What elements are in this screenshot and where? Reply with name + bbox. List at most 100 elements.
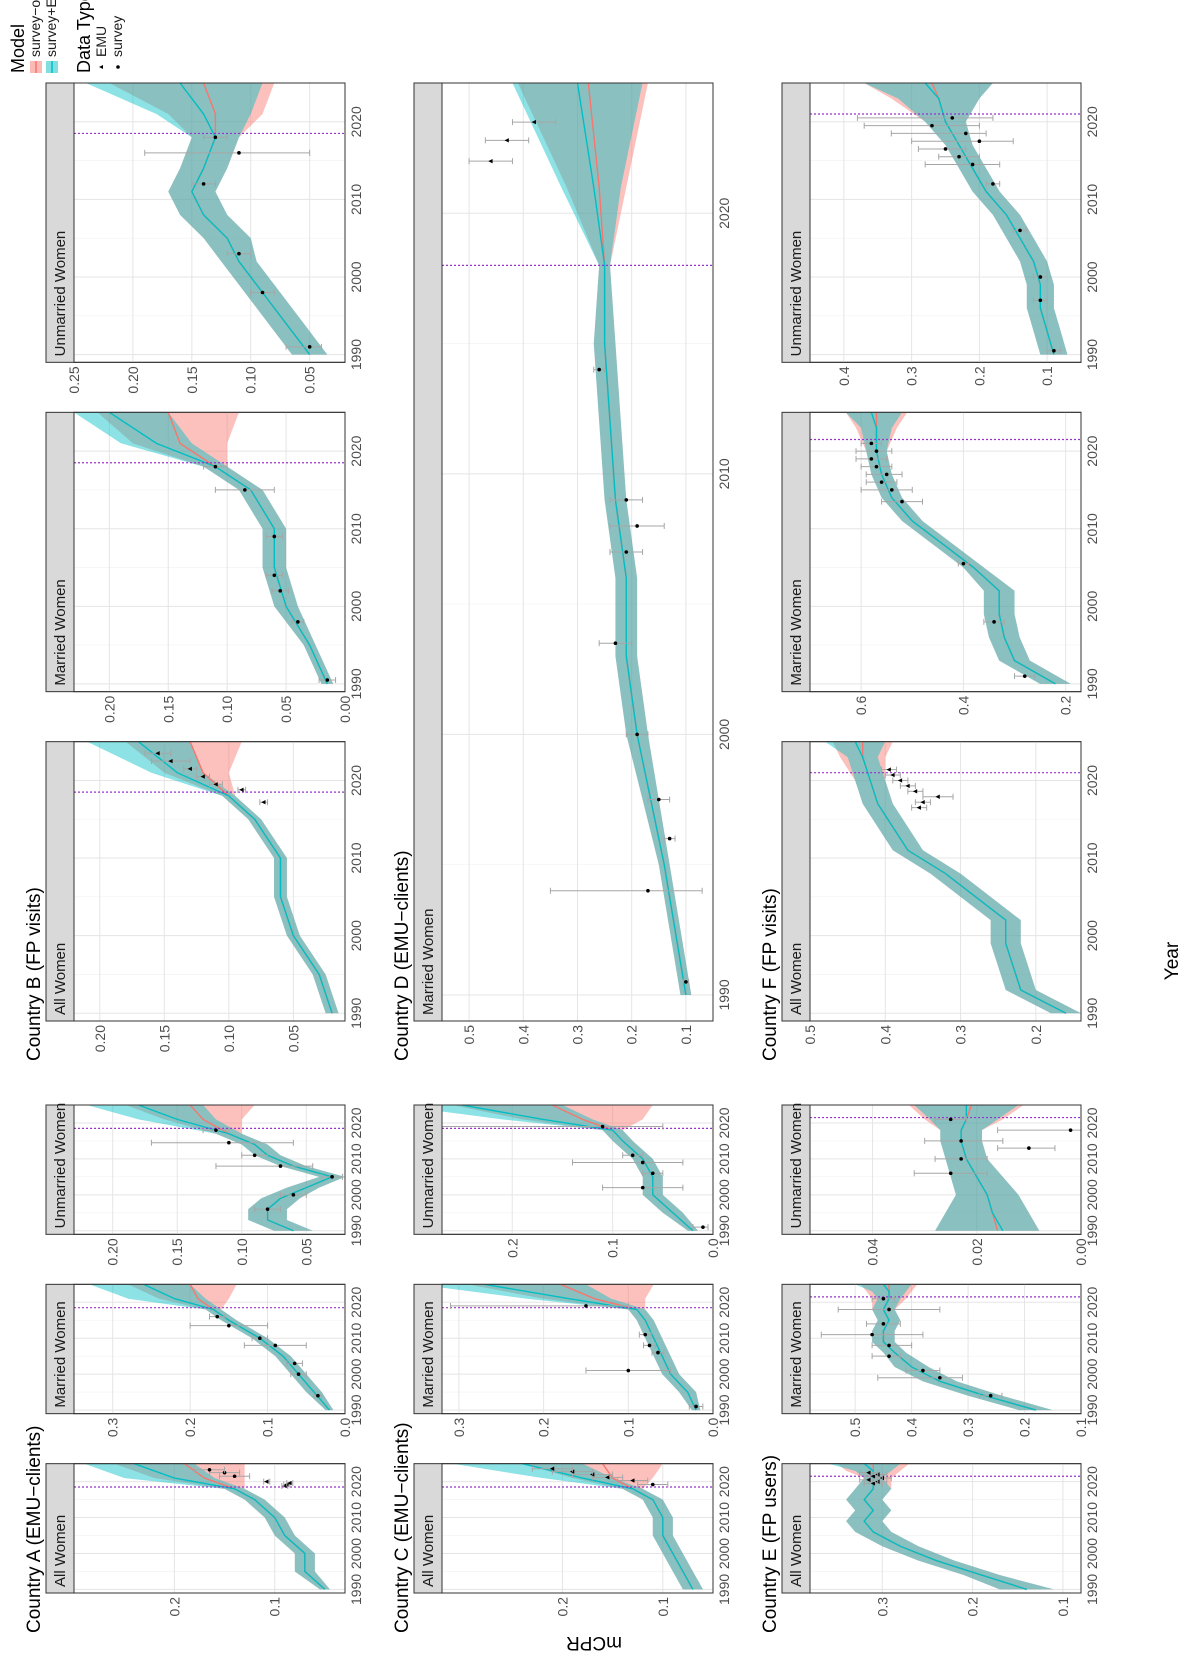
panel-content bbox=[74, 83, 345, 355]
survey-only-band bbox=[125, 1105, 345, 1231]
y-tick-label: 0.5 bbox=[847, 1417, 863, 1437]
y-tick-label: 0.2 bbox=[554, 1597, 570, 1617]
y-tick-label: 0.1 bbox=[267, 1597, 283, 1617]
survey-only-band bbox=[125, 741, 339, 1014]
x-tick-label: 1990 bbox=[716, 1215, 732, 1246]
y-tick-label: 0.04 bbox=[865, 1238, 881, 1265]
y-tick-label: 0.3 bbox=[904, 366, 920, 386]
y-tick-label: 0.20 bbox=[92, 1025, 108, 1052]
panel-border bbox=[809, 411, 1082, 693]
x-tick-label: 2010 bbox=[348, 1322, 364, 1353]
observation-emu-point bbox=[504, 138, 509, 143]
x-tick-label: 1990 bbox=[1084, 997, 1100, 1028]
observation-survey-point bbox=[626, 1368, 631, 1373]
observation-survey-point bbox=[959, 1157, 963, 1161]
legend-datatype-title: Data Type bbox=[74, 0, 94, 73]
x-tick-label: 2020 bbox=[1084, 1107, 1100, 1138]
y-tick-label: 0.05 bbox=[285, 1025, 301, 1052]
country-block: Country F (FP visits) All Women 1990 2000 20… bbox=[760, 82, 1100, 1061]
y-tick-label: 0.2 bbox=[624, 1025, 640, 1045]
survey-emu-band bbox=[914, 1105, 1040, 1231]
x-tick-label: 2020 bbox=[348, 1107, 364, 1138]
observation-survey-point bbox=[869, 457, 874, 461]
facet-panel: Married Women 1990 2000 2010 2020 0.0 0.1 0.2 0.… bbox=[413, 1283, 732, 1437]
survey-emu-median-line bbox=[484, 1284, 697, 1411]
observation-survey-point bbox=[650, 1171, 655, 1176]
x-tick-label: 2020 bbox=[348, 765, 364, 796]
observation-survey-point bbox=[273, 1343, 278, 1348]
panel-content bbox=[74, 1105, 345, 1232]
observation-emu-point bbox=[935, 794, 940, 799]
panel-content bbox=[74, 741, 345, 1014]
y-tick-label: 0.0 bbox=[705, 1417, 721, 1437]
x-tick-label: 2000 bbox=[1084, 920, 1100, 951]
facet-panel: All Women 1990 2000 2010 2020 0.1 0.2 bbox=[45, 1463, 364, 1617]
x-tick-label: 2000 bbox=[1084, 1538, 1100, 1569]
observation-emu-point bbox=[168, 758, 173, 764]
facet-strip-label: All Women bbox=[52, 943, 69, 1015]
panel-border bbox=[441, 1463, 714, 1594]
x-tick-label: 1990 bbox=[1084, 1394, 1100, 1425]
facet-panel: Unmarried Women 1990 2000 2010 2020 0.05 0.10 0… bbox=[45, 1103, 364, 1266]
observation-survey-point bbox=[258, 1336, 262, 1341]
y-tick-label: 0.1 bbox=[655, 1597, 671, 1617]
survey-emu-median-line bbox=[133, 1463, 326, 1590]
country-title: Country D (EMU−clients) bbox=[392, 850, 413, 1061]
facet-strip-label: All Women bbox=[788, 1515, 805, 1587]
panel-content bbox=[74, 1284, 345, 1411]
observation-emu-point bbox=[905, 783, 910, 789]
facet-strip-label: All Women bbox=[420, 1515, 437, 1587]
x-tick-label: 2000 bbox=[716, 719, 732, 750]
x-tick-label: 2010 bbox=[716, 1143, 732, 1174]
x-tick-label: 2020 bbox=[1084, 765, 1100, 796]
observation-survey-point bbox=[657, 797, 661, 802]
x-tick-label: 2010 bbox=[348, 842, 364, 873]
x-tick-label: 2010 bbox=[1084, 1143, 1100, 1174]
survey-emu-band bbox=[828, 1463, 1054, 1590]
facet-strip bbox=[413, 82, 443, 1022]
country-block: Country A (EMU−clients) All Women 1990 2000… bbox=[24, 1103, 364, 1633]
observation-survey-point bbox=[265, 1207, 270, 1211]
x-tick-label: 2000 bbox=[1084, 1179, 1100, 1210]
country-title: Country E (FP users) bbox=[760, 1455, 781, 1633]
y-tick-label: 0.2 bbox=[536, 1417, 552, 1437]
observation-survey-point bbox=[964, 131, 968, 136]
observation-survey-point bbox=[1052, 348, 1056, 353]
observation-survey-point bbox=[227, 1323, 231, 1328]
y-tick-label: 0.00 bbox=[337, 695, 353, 722]
observation-survey-point bbox=[640, 1185, 645, 1190]
observation-survey-point bbox=[260, 290, 265, 295]
x-tick-label: 2010 bbox=[348, 513, 364, 544]
facet-strip-label: Married Women bbox=[52, 579, 69, 685]
observation-survey-point bbox=[646, 888, 650, 893]
observation-survey-point bbox=[684, 980, 688, 984]
survey-emu-band bbox=[442, 1105, 698, 1231]
panel-border bbox=[441, 1283, 714, 1415]
observation-survey-point bbox=[930, 123, 934, 128]
observation-survey-point bbox=[232, 1474, 237, 1479]
x-tick-label: 1990 bbox=[348, 1574, 364, 1605]
observation-emu-point bbox=[213, 782, 218, 787]
observation-survey-point bbox=[900, 499, 904, 504]
observation-emu-point bbox=[630, 1478, 635, 1483]
country-title: Country A (EMU−clients) bbox=[24, 1426, 45, 1634]
panel-content bbox=[442, 1105, 713, 1232]
panel-border bbox=[809, 82, 1082, 363]
panel-content bbox=[442, 1284, 713, 1411]
y-tick-label: 0.0 bbox=[705, 1238, 721, 1258]
observation-emu-point bbox=[187, 766, 192, 772]
y-tick-label: 0.10 bbox=[219, 695, 235, 722]
observation-survey-point bbox=[643, 1332, 648, 1337]
x-tick-label: 2010 bbox=[716, 458, 732, 489]
survey-emu-band bbox=[845, 412, 1071, 684]
facet-panel: Unmarried Women 1990 2000 2010 2020 0.0 0.1 0.2 bbox=[413, 1103, 732, 1258]
panel-border bbox=[73, 1463, 346, 1594]
y-tick-label: 0.05 bbox=[302, 366, 318, 393]
observation-survey-point bbox=[215, 1314, 220, 1319]
survey-emu-median-line bbox=[854, 741, 1067, 1014]
survey-emu-band bbox=[864, 83, 1068, 355]
observation-survey-point bbox=[1018, 228, 1022, 233]
x-tick-label: 1990 bbox=[716, 1574, 732, 1605]
observation-survey-point bbox=[624, 550, 629, 554]
